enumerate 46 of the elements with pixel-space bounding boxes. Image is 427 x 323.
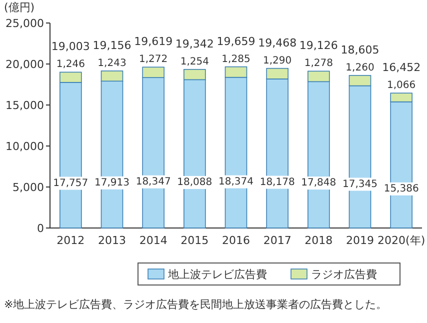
data-label: 18,178 <box>260 176 295 188</box>
data-label: 1,246 <box>56 59 85 70</box>
data-label: 17,345 <box>342 178 378 190</box>
data-label: 1,243 <box>98 58 126 69</box>
x-tick-label: 2019 <box>346 234 374 247</box>
data-label: 18,088 <box>177 176 212 188</box>
y-tick-label: 0 <box>37 222 44 235</box>
data-label: 1,278 <box>304 58 333 70</box>
data-label: 1,290 <box>263 55 292 66</box>
total-label: 18,605 <box>340 43 380 56</box>
total-label: 19,003 <box>51 40 90 54</box>
total-label: 19,659 <box>216 34 256 48</box>
data-label: 18,374 <box>218 176 254 188</box>
total-label: 19,126 <box>299 39 338 52</box>
x-tick-label: 2013 <box>98 234 126 247</box>
total-label: 19,156 <box>92 38 132 52</box>
y-tick-label: 20,000 <box>6 58 44 71</box>
text: ※地上波テレビ広告費、ラジオ広告費を民間地上放送事業者の広告費とした。 <box>4 298 388 311</box>
data-label: 1,285 <box>222 54 250 65</box>
total-label: 19,468 <box>258 36 297 50</box>
x-tick-label: 2015 <box>180 234 209 247</box>
total-label: 16,452 <box>382 61 421 74</box>
y-tick-label: 10,000 <box>6 140 44 153</box>
y-axis-title: (億円) <box>4 1 35 14</box>
data-label: 18,347 <box>136 176 171 188</box>
data-label: 1,272 <box>139 54 168 66</box>
data-label: 1,260 <box>346 62 374 74</box>
total-label: 19,342 <box>175 37 214 50</box>
x-tick-label: 2018 <box>304 234 333 247</box>
data-label: 17,848 <box>301 178 336 189</box>
data-label: 17,757 <box>53 178 88 189</box>
legend-label: 地上波テレビ広告費 <box>167 268 267 281</box>
legend-label: ラジオ広告費 <box>311 268 377 281</box>
x-tick-label: 2014 <box>139 234 168 247</box>
y-tick-label: 5,000 <box>12 181 44 194</box>
data-label: 1,066 <box>387 80 416 92</box>
y-tick-label: 15,000 <box>6 99 44 112</box>
x-tick-label: 2016 <box>222 234 250 247</box>
data-label: 1,254 <box>180 56 209 68</box>
total-label: 19,619 <box>134 35 173 48</box>
data-label: 17,913 <box>94 177 130 188</box>
x-tick-label: 2012 <box>56 234 85 247</box>
data-label: 15,386 <box>384 183 419 194</box>
y-tick-label: 25,000 <box>6 17 44 30</box>
x-tick-label: 2020(年) <box>378 234 426 247</box>
x-tick-label: 2017 <box>263 234 292 247</box>
